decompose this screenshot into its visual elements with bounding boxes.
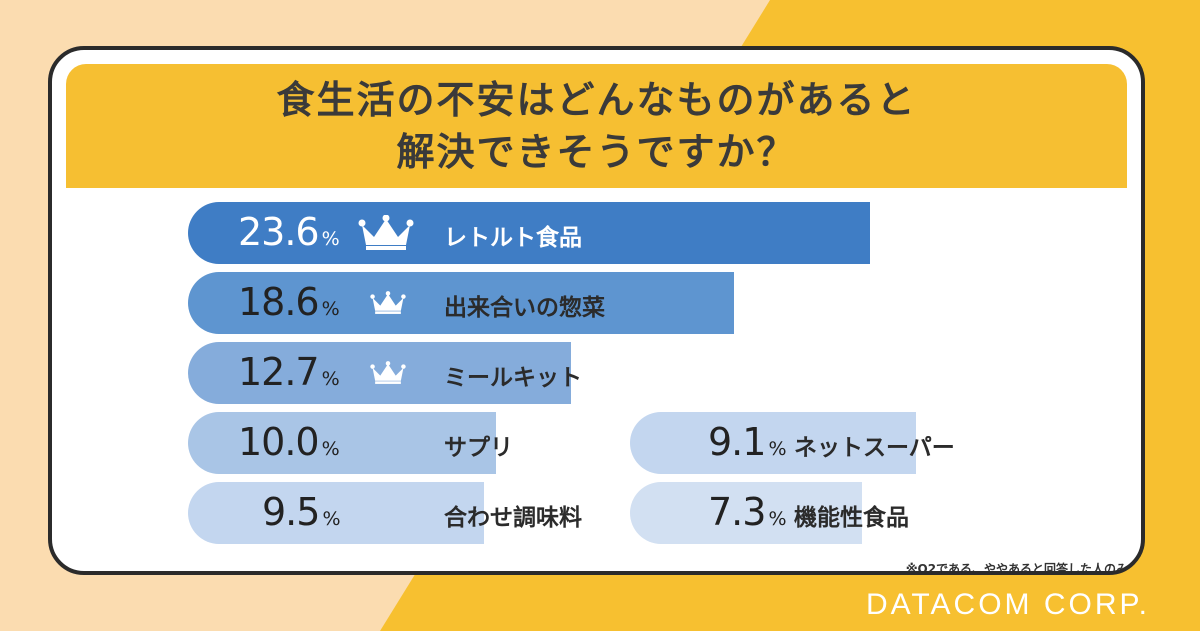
value-number: 10.0 (238, 420, 320, 464)
value-unit: % (321, 298, 340, 320)
chart-header: 食生活の不安はどんなものがあると 解決できそうですか？ (66, 64, 1127, 188)
crown-icon (370, 361, 406, 384)
bar-2 (188, 272, 734, 334)
bar-label-2: 出来合いの惣菜 (444, 295, 605, 321)
bar-value-3: 12.7% (238, 350, 340, 394)
value-unit: % (321, 438, 340, 460)
bar-value-1: 23.6% (238, 210, 340, 254)
value-number: 9.5 (262, 490, 320, 534)
bar-value-4: 10.0% (238, 420, 340, 464)
bar-3 (188, 342, 571, 404)
value-number: 12.7 (238, 350, 320, 394)
chart-card: 食生活の不安はどんなものがあると 解決できそうですか？ 23.6% レトルト食品 1… (48, 46, 1145, 575)
value-unit: % (322, 508, 341, 530)
bar-value-5: 9.5% (262, 490, 341, 534)
chart-title-line-1: 食生活の不安はどんなものがあると (276, 78, 917, 122)
value-unit: % (768, 508, 787, 530)
bar-value-6: 9.1% (708, 420, 787, 464)
bar-label-7: 機能性食品 (794, 505, 909, 531)
bar-label-3: ミールキット (444, 365, 582, 391)
bar-label-5: 合わせ調味料 (444, 505, 582, 531)
crown-icon (370, 291, 406, 314)
value-unit: % (321, 368, 340, 390)
footnote: ※Q2である、ややあると回答した人のみ集計 (905, 562, 1145, 575)
bar-6 (630, 412, 916, 474)
bar-1 (188, 202, 870, 264)
value-number: 18.6 (238, 280, 320, 324)
value-number: 9.1 (708, 420, 766, 464)
brand-logo-text: DATACOM CORP. (865, 588, 1150, 621)
value-unit: % (768, 438, 787, 460)
value-unit: % (321, 228, 340, 250)
value-number: 7.3 (708, 490, 766, 534)
bar-label-1: レトルト食品 (444, 225, 582, 251)
bar-7 (630, 482, 862, 544)
crown-icon (358, 215, 414, 250)
bar-label-4: サプリ (444, 435, 513, 461)
bar-value-2: 18.6% (238, 280, 340, 324)
bar-value-7: 7.3% (708, 490, 787, 534)
bar-4 (188, 412, 496, 474)
bar-label-6: ネットスーパー (794, 435, 955, 461)
bar-5 (188, 482, 484, 544)
chart-title-line-2: 解決できそうですか？ (396, 130, 797, 174)
value-number: 23.6 (238, 210, 320, 254)
